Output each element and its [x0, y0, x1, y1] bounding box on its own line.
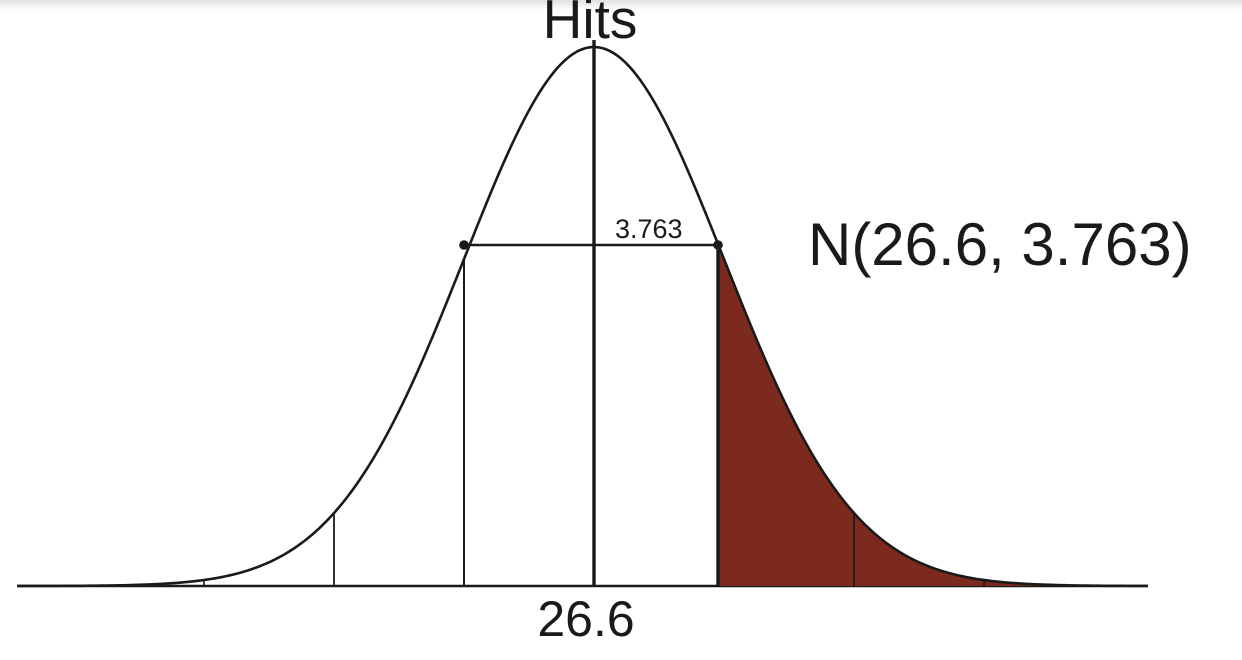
svg-text:3.763: 3.763: [615, 214, 683, 244]
svg-text:N(26.6, 3.763): N(26.6, 3.763): [808, 211, 1192, 278]
svg-text:26.6: 26.6: [537, 591, 634, 647]
